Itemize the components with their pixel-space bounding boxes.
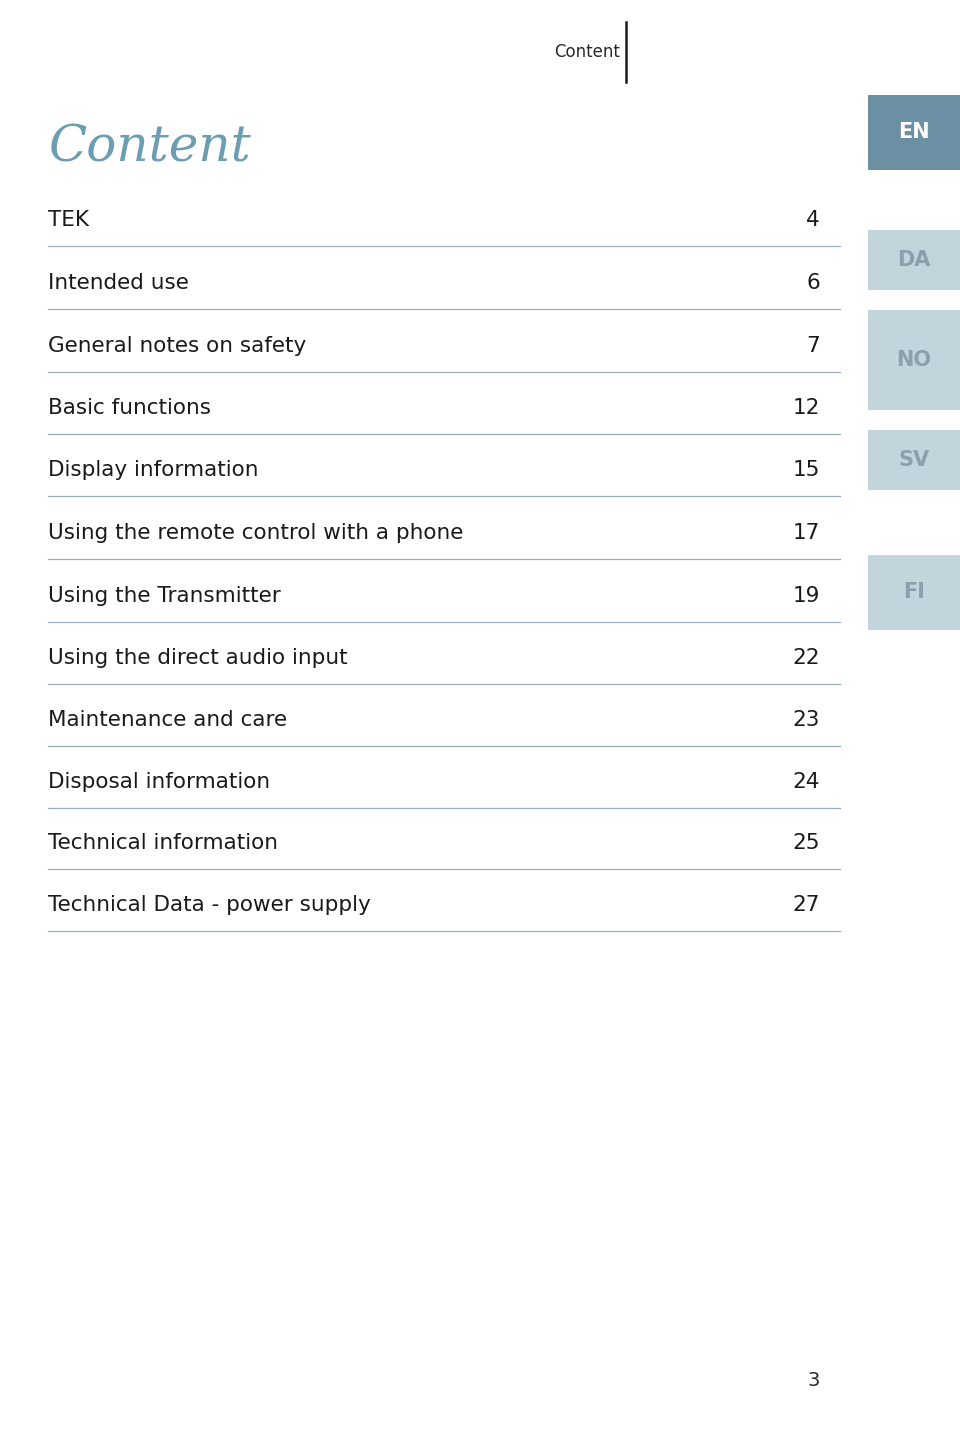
Text: Basic functions: Basic functions (48, 397, 211, 418)
Text: 27: 27 (793, 895, 820, 916)
FancyBboxPatch shape (868, 95, 960, 169)
Text: 19: 19 (793, 585, 820, 606)
Text: DA: DA (898, 250, 930, 270)
Text: 24: 24 (793, 772, 820, 792)
Text: SV: SV (899, 451, 929, 471)
Text: Content: Content (554, 43, 620, 62)
FancyBboxPatch shape (868, 430, 960, 489)
Text: 15: 15 (793, 461, 820, 479)
Text: Maintenance and care: Maintenance and care (48, 710, 287, 730)
Text: 4: 4 (806, 210, 820, 230)
Text: 12: 12 (793, 397, 820, 418)
Text: TEK: TEK (48, 210, 89, 230)
FancyBboxPatch shape (868, 555, 960, 630)
Text: Content: Content (48, 123, 251, 172)
FancyBboxPatch shape (868, 310, 960, 410)
Text: Intended use: Intended use (48, 273, 189, 293)
Text: NO: NO (897, 350, 931, 370)
Text: 23: 23 (793, 710, 820, 730)
Text: FI: FI (903, 583, 924, 603)
Text: 17: 17 (793, 522, 820, 542)
Text: Using the Transmitter: Using the Transmitter (48, 585, 280, 606)
Text: Using the remote control with a phone: Using the remote control with a phone (48, 522, 464, 542)
Text: 7: 7 (806, 336, 820, 356)
Text: Using the direct audio input: Using the direct audio input (48, 649, 348, 669)
Text: Technical Data - power supply: Technical Data - power supply (48, 895, 371, 916)
Text: 25: 25 (793, 832, 820, 852)
Text: 22: 22 (793, 649, 820, 669)
Text: General notes on safety: General notes on safety (48, 336, 306, 356)
Text: Display information: Display information (48, 461, 258, 479)
Text: EN: EN (899, 122, 930, 142)
Text: Disposal information: Disposal information (48, 772, 270, 792)
Text: 6: 6 (806, 273, 820, 293)
Text: 3: 3 (807, 1370, 820, 1391)
FancyBboxPatch shape (868, 230, 960, 290)
Text: Technical information: Technical information (48, 832, 278, 852)
